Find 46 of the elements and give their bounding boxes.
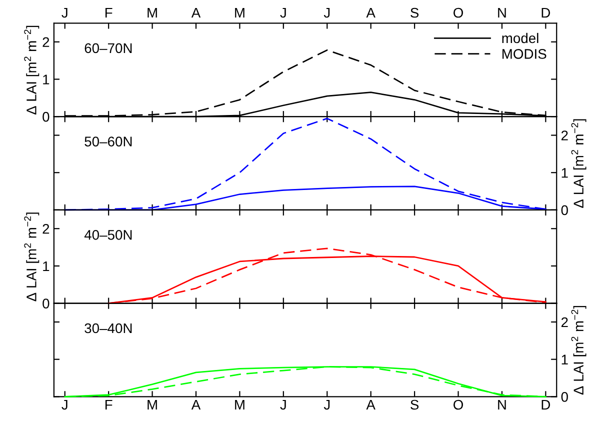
y-tick-label: 2: [42, 224, 50, 234]
y-tick-label: 1: [43, 261, 50, 271]
x-tick-label: A: [191, 8, 201, 18]
y-tick-label: 2: [561, 130, 568, 140]
y-axis-title: Δ LAI [m$^{2}$ m$^{−2}$]: [24, 212, 40, 302]
y-axis-title: Δ LAI [m$^{2}$ m$^{−2}$]: [571, 306, 586, 395]
x-tick-label: O: [454, 8, 463, 18]
x-tick-label: A: [366, 400, 376, 410]
x-tick-label: S: [410, 400, 419, 410]
text: 50–60N: [84, 136, 132, 146]
y-tick-label: 1: [562, 168, 568, 178]
x-tick-label: M: [148, 8, 157, 18]
x-tick-label: N: [498, 8, 506, 18]
x-tick-label: F: [105, 8, 112, 18]
y-axis-title: Δ LAI [m$^{2}$ m$^{−2}$]: [571, 119, 586, 208]
y-tick-label: 0: [561, 392, 568, 402]
x-tick-label: F: [105, 400, 112, 410]
x-tick-label: A: [366, 8, 376, 18]
x-tick-label: A: [191, 400, 201, 410]
x-tick-label: O: [454, 400, 463, 410]
text: 30–40N: [84, 323, 132, 334]
y-tick-label: 0: [42, 112, 50, 122]
y-tick-label: 1: [562, 354, 568, 364]
x-tick-label: J: [324, 8, 330, 18]
y-tick-label: 1: [43, 74, 50, 84]
legend-label: model: [502, 32, 538, 44]
y-tick-label: 0: [561, 205, 568, 216]
text: 40–50N: [84, 230, 132, 240]
legend-label: MODIS: [502, 49, 546, 59]
y-axis-title: Δ LAI [m$^{2}$ m$^{−2}$]: [24, 26, 40, 115]
x-tick-label: J: [62, 8, 68, 18]
x-tick-label: N: [498, 400, 506, 410]
x-tick-label: J: [280, 400, 286, 410]
text: 60–70N: [84, 43, 132, 54]
x-tick-label: J: [324, 400, 330, 410]
x-tick-label: J: [280, 8, 286, 18]
x-tick-label: S: [410, 8, 419, 18]
x-tick-label: M: [235, 400, 244, 410]
x-tick-label: M: [235, 8, 244, 18]
y-tick-label: 0: [42, 298, 50, 308]
x-tick-label: D: [542, 8, 550, 18]
x-tick-label: M: [148, 400, 157, 410]
x-tick-label: D: [542, 400, 550, 410]
y-tick-label: 2: [561, 317, 568, 328]
x-tick-label: J: [62, 400, 68, 410]
y-tick-label: 2: [42, 37, 50, 47]
